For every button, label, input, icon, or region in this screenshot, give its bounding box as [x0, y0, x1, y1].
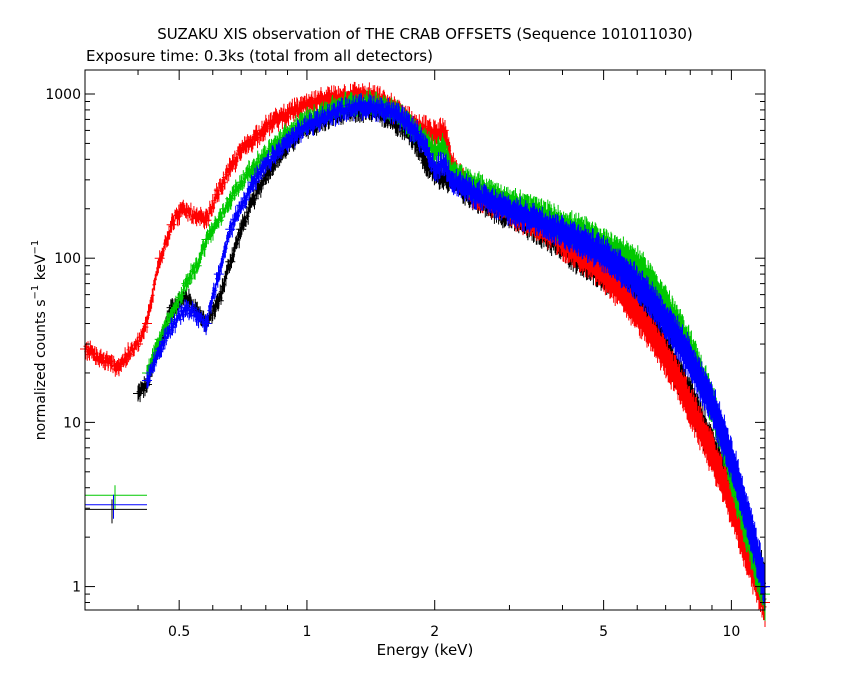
x-tick-label: 2	[430, 624, 439, 640]
series-3	[142, 93, 770, 607]
x-tick-label: 5	[599, 624, 608, 640]
x-tick-label: 10	[722, 624, 740, 640]
y-axis-label-sup2: −1	[30, 240, 41, 255]
x-tick-label: 1	[302, 624, 311, 640]
x-axis-label: Energy (keV)	[377, 641, 474, 659]
axes-layer: 0.5 1 2 5 10 1 10 100 1000	[45, 70, 765, 640]
series-error-bars	[145, 93, 767, 607]
y-axis-label-sup1: −1	[30, 285, 41, 300]
y-tick-label: 1	[72, 580, 81, 596]
y-axis-label: normalized counts s−1 keV−1	[30, 240, 49, 441]
plot-frame	[84, 69, 766, 611]
x-tick-label: 0.5	[168, 624, 190, 640]
y-tick-label: 1000	[45, 87, 81, 103]
data-layer	[80, 81, 770, 627]
y-tick-label: 100	[54, 251, 81, 267]
y-tick-label: 10	[63, 415, 81, 431]
y-axis-label-main: normalized counts s	[33, 299, 49, 440]
y-axis-label-mid: keV	[33, 254, 49, 285]
chart-title: SUZAKU XIS observation of THE CRAB OFFSE…	[157, 25, 693, 43]
chart-subtitle: Exposure time: 0.3ks (total from all det…	[86, 47, 433, 65]
legend-layer	[85, 485, 147, 524]
